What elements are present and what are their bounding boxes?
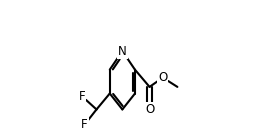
Text: O: O <box>158 71 167 84</box>
Text: N: N <box>118 45 127 58</box>
Text: F: F <box>81 118 88 131</box>
Text: F: F <box>78 90 85 103</box>
Text: O: O <box>145 103 154 116</box>
